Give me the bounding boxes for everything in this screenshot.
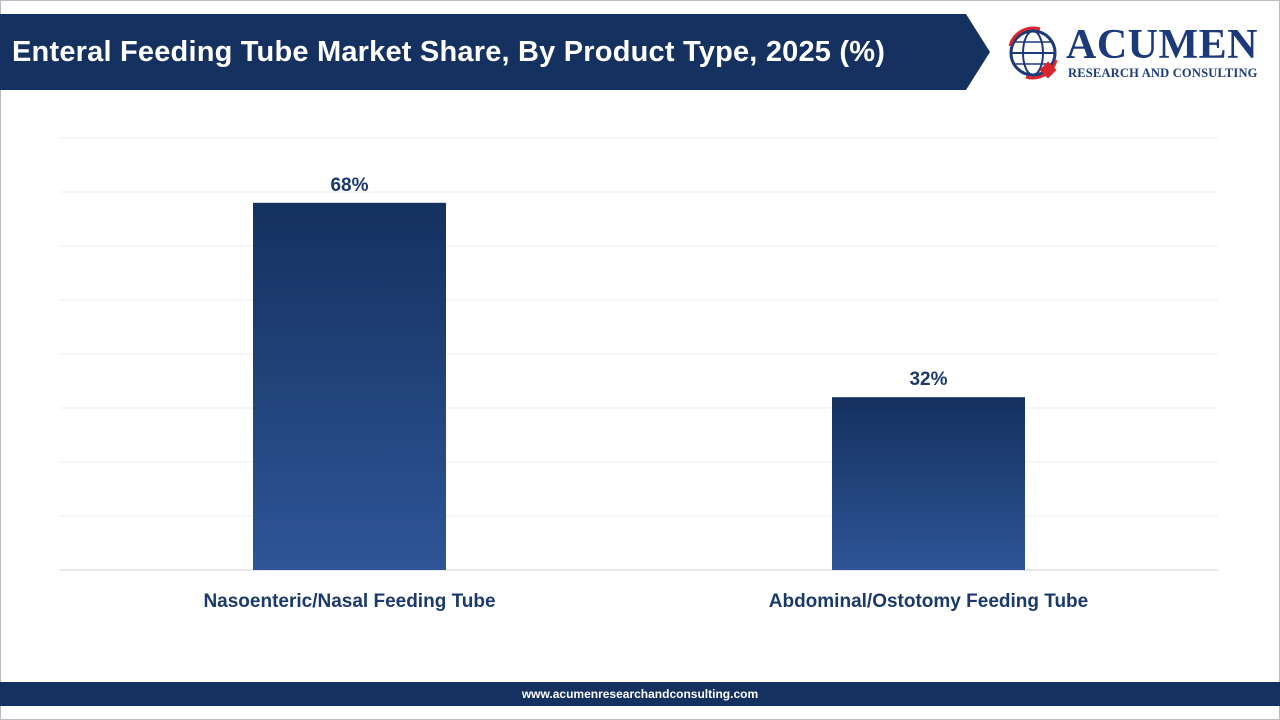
banner-shape (0, 14, 990, 90)
title-banner: Enteral Feeding Tube Market Share, By Pr… (0, 14, 990, 90)
data-label-0: 68% (330, 175, 368, 196)
category-label-1: Abdominal/Ostotomy Feeding Tube (769, 591, 1088, 612)
company-logo: ACUMEN RESEARCH AND CONSULTING (1004, 20, 1266, 86)
bar-0 (253, 202, 446, 571)
gridlines (60, 137, 1218, 517)
chart-title: Enteral Feeding Tube Market Share, By Pr… (12, 36, 886, 68)
logo-subtitle: RESEARCH AND CONSULTING (1068, 66, 1258, 80)
data-label-1: 32% (909, 369, 947, 390)
labels: 68% Nasoenteric/Nasal Feeding Tube 32% Abdo… (203, 175, 1088, 612)
category-label-0: Nasoenteric/Nasal Feeding Tube (203, 591, 495, 612)
globe-icon (1008, 26, 1058, 80)
footer-bar: www.acumenresearchandconsulting.com (0, 682, 1280, 706)
bar-chart: 68% Nasoenteric/Nasal Feeding Tube 32% Abdo… (60, 137, 1218, 612)
logo-name: ACUMEN (1066, 22, 1258, 68)
bars (253, 202, 1025, 571)
bar-1 (832, 397, 1025, 570)
footer-url: www.acumenresearchandconsulting.com (521, 687, 759, 701)
